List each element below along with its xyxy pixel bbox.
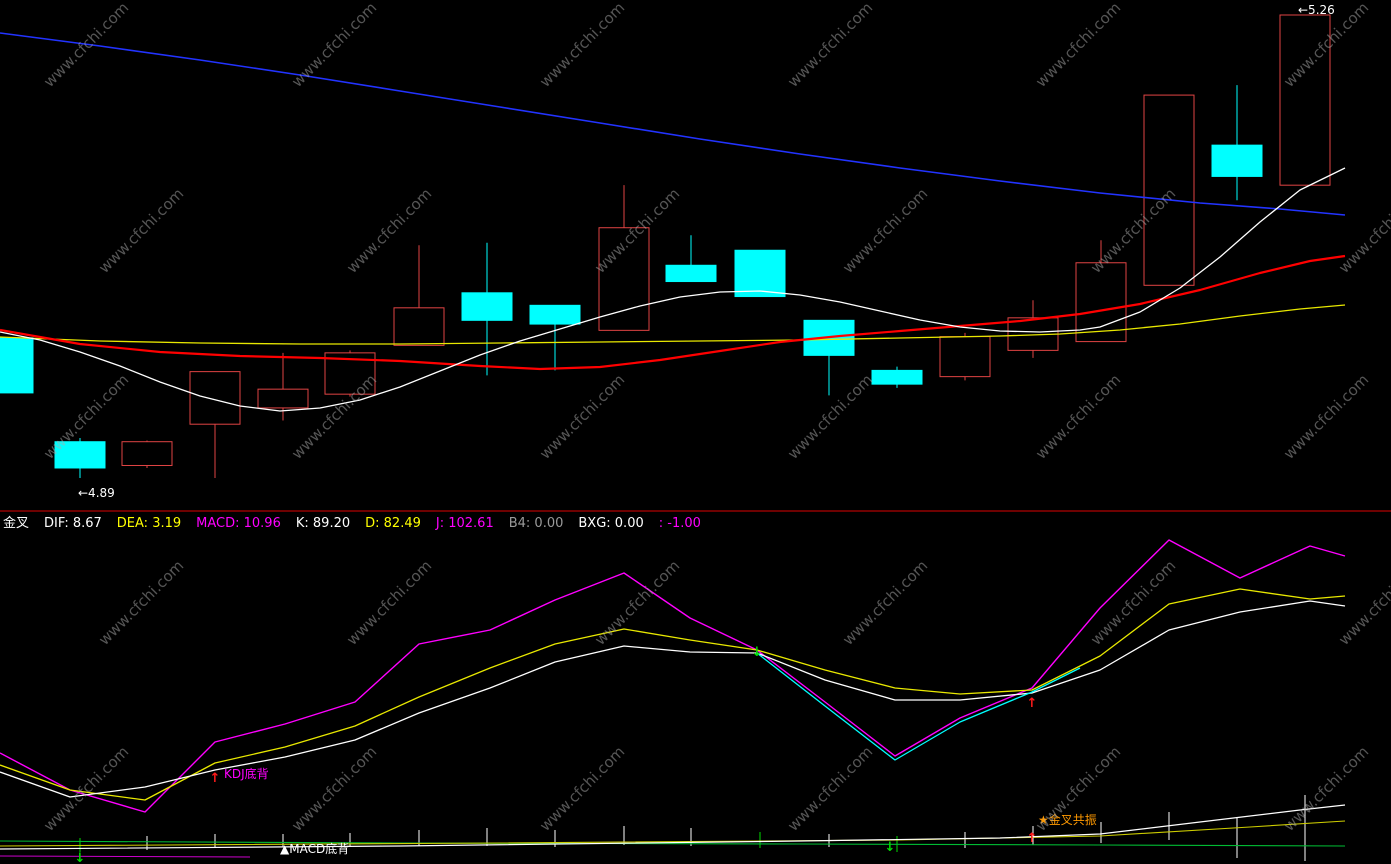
- D-yellow: [0, 588, 1346, 801]
- candle-body: [1211, 144, 1263, 177]
- indicator-token: B4: 0.00: [508, 516, 564, 531]
- candle: [1075, 240, 1127, 343]
- indicator-token: J: 102.61: [435, 516, 494, 531]
- cross-cyan: [756, 652, 1081, 761]
- candle: [665, 235, 717, 283]
- indicator-token: DEA: 3.19: [116, 516, 182, 531]
- candle: [1211, 85, 1263, 201]
- price-extreme-label: ←5.26: [1298, 3, 1335, 17]
- indicator-token: : -1.00: [658, 516, 701, 531]
- K-white: [0, 600, 1346, 798]
- candle: [0, 337, 34, 394]
- watermark-text: www.cfchi.com: [40, 0, 132, 91]
- candle: [189, 371, 241, 478]
- J-magenta: [0, 539, 1346, 813]
- watermark-text: www.cfchi.com: [784, 371, 876, 463]
- candle: [871, 366, 923, 388]
- candle-body: [598, 227, 650, 331]
- watermark-text: www.cfchi.com: [40, 743, 132, 835]
- watermark-text: www.cfchi.com: [95, 185, 187, 277]
- watermark-text: www.cfchi.com: [343, 185, 435, 277]
- watermark-text: www.cfchi.com: [343, 557, 435, 649]
- candle: [803, 319, 855, 396]
- candle: [257, 352, 309, 421]
- candle-body: [939, 336, 991, 378]
- buy-arrow-icon: ↑: [1027, 696, 1038, 711]
- watermark-text: www.cfchi.com: [784, 0, 876, 91]
- candle-body: [1279, 14, 1331, 186]
- watermark-text: www.cfchi.com: [1032, 0, 1124, 91]
- buy-arrow-icon: ↑: [1027, 831, 1038, 846]
- candle: [1143, 94, 1195, 286]
- indicator-token: DIF: 8.67: [44, 516, 102, 531]
- candle-body: [54, 441, 106, 469]
- watermark-text: www.cfchi.com: [1280, 743, 1372, 835]
- candle: [54, 437, 106, 478]
- watermark-text: www.cfchi.com: [1032, 371, 1124, 463]
- candle-body: [121, 441, 173, 466]
- indicator-token: D: 82.49: [365, 516, 421, 531]
- candle-body: [529, 304, 581, 325]
- watermark-text: www.cfchi.com: [288, 0, 380, 91]
- watermark-text: www.cfchi.com: [1335, 185, 1391, 277]
- price-pane[interactable]: ←5.26 ←4.89: [0, 3, 1346, 500]
- ma-red: [0, 254, 1346, 371]
- watermark-text: www.cfchi.com: [288, 743, 380, 835]
- indicator-token: K: 89.20: [295, 516, 351, 531]
- sell-arrow-icon: ↓: [75, 851, 86, 864]
- base-green: [0, 840, 1346, 847]
- watermark-text: www.cfchi.com: [536, 0, 628, 91]
- candle-body: [189, 371, 241, 425]
- price-extreme-label: ←4.89: [78, 486, 115, 500]
- watermark-text: www.cfchi.com: [95, 557, 187, 649]
- signal-macd-divergence-label: ▲MACD底背: [280, 841, 349, 856]
- watermark-text: www.cfchi.com: [839, 185, 931, 277]
- watermark-text: www.cfchi.com: [1087, 557, 1179, 649]
- signal-golden-cross-resonance-label: ★金叉共振: [1038, 812, 1097, 827]
- long-ma-blue: [0, 32, 1346, 216]
- candle: [529, 304, 581, 371]
- candle-body: [871, 369, 923, 385]
- candle: [393, 245, 445, 346]
- ma-yellow: [0, 304, 1346, 345]
- watermark-text: www.cfchi.com: [1280, 371, 1372, 463]
- base-magenta: [0, 855, 251, 858]
- watermark-text: www.cfchi.com: [536, 371, 628, 463]
- candle: [1279, 14, 1331, 186]
- candle-body: [257, 388, 309, 409]
- candle: [461, 242, 513, 376]
- sell-arrow-icon: ↓: [885, 840, 896, 855]
- kdj-pane[interactable]: ↑ KDJ底背▲MACD底背↓↑★金叉共振↑↓↓: [0, 539, 1346, 864]
- ma-white: [0, 167, 1346, 412]
- candle-body: [1075, 262, 1127, 343]
- watermark-text: www.cfchi.com: [784, 743, 876, 835]
- buy-arrow-icon: ↑: [210, 771, 221, 786]
- indicator-token: MACD: 10.96: [196, 516, 281, 531]
- sell-arrow-icon: ↓: [752, 645, 763, 660]
- signal-kdj-divergence-label: KDJ底背: [224, 766, 269, 781]
- indicator-token: 金叉: [3, 516, 30, 531]
- candle: [598, 185, 650, 331]
- watermark-text: www.cfchi.com: [591, 557, 683, 649]
- candle-body: [0, 337, 34, 394]
- candle: [939, 332, 991, 381]
- candle-body: [461, 292, 513, 321]
- candle: [121, 440, 173, 468]
- watermark-text: www.cfchi.com: [536, 743, 628, 835]
- watermark-text: www.cfchi.com: [839, 557, 931, 649]
- indicator-readout: 金叉 DIF: 8.67 DEA: 3.19 MACD: 10.96 K: 89.20 D…: [3, 516, 716, 532]
- candle-body: [393, 307, 445, 346]
- candle: [1007, 300, 1059, 358]
- base-white: [0, 804, 1346, 850]
- candle-body: [734, 249, 786, 298]
- candle-body: [665, 264, 717, 283]
- candle-body: [1143, 94, 1195, 286]
- candle: [734, 249, 786, 298]
- indicator-token: BXG: 0.00: [578, 516, 644, 531]
- watermark-text: www.cfchi.com: [1335, 557, 1391, 649]
